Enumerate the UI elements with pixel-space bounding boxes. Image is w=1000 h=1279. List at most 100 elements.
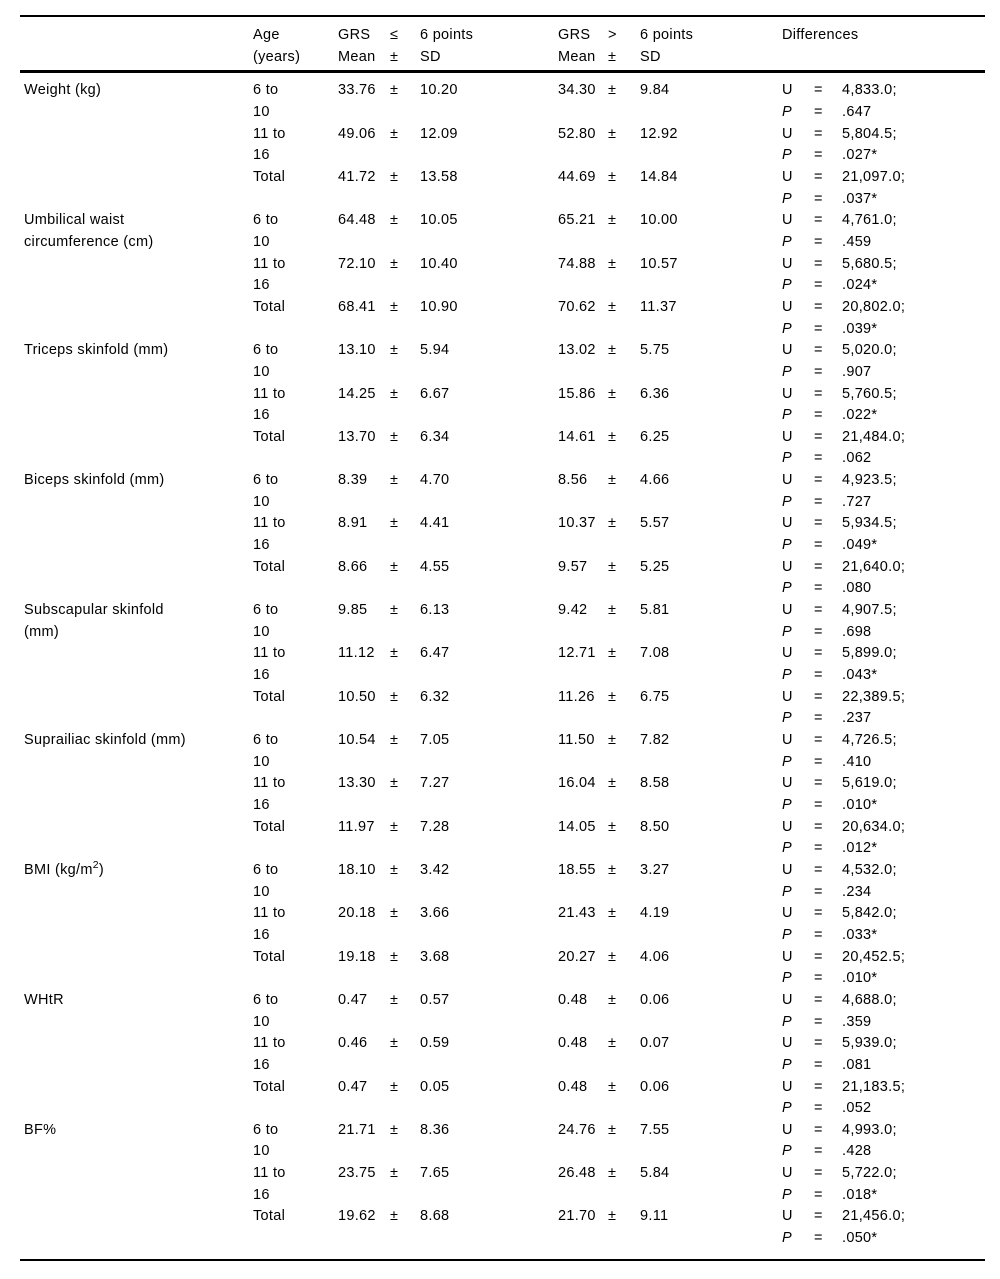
variable-label-text: ) <box>98 861 105 878</box>
plus-minus-symbol: ± <box>390 46 420 74</box>
age-cell: 10 <box>253 753 270 770</box>
sd-grs-gt-cell: 14.84 <box>640 168 678 185</box>
plus-minus-symbol: ± <box>390 775 399 792</box>
sd-grs-le-cell <box>420 1055 558 1077</box>
stat-letter-cell: U <box>782 775 793 792</box>
equals-symbol: = <box>814 428 823 445</box>
table-row: 16 P = .018* <box>20 1185 985 1207</box>
plus-minus-symbol <box>390 1228 420 1260</box>
stat-letter-cell: U <box>782 298 793 315</box>
less-equal-symbol: ≤ <box>390 27 399 43</box>
plus-minus-symbol: ± <box>390 558 399 575</box>
variable-label-cell <box>20 903 253 925</box>
mean-grs-le-cell: 64.48 <box>338 212 376 229</box>
header-age-line2: (years) <box>253 46 338 74</box>
mean-grs-le-cell: 13.70 <box>338 428 376 445</box>
sd-grs-le-cell <box>420 145 558 167</box>
mean-grs-gt-cell: 0.48 <box>558 1078 588 1095</box>
equals-symbol: = <box>814 298 823 315</box>
variable-label-cell <box>20 968 253 990</box>
mean-grs-le-cell <box>338 448 390 470</box>
equals-symbol: = <box>814 168 823 185</box>
variable-label-cell <box>20 102 253 124</box>
mean-grs-le-cell <box>338 405 390 427</box>
equals-symbol: = <box>814 1186 823 1203</box>
stat-letter-cell: U <box>782 125 793 142</box>
mean-grs-gt-cell: 44.69 <box>558 168 596 185</box>
equals-symbol: = <box>814 103 823 120</box>
age-cell: 6 to <box>253 212 279 229</box>
plus-minus-symbol: ± <box>608 515 617 532</box>
mean-grs-le-cell <box>338 925 390 947</box>
variable-label-cell <box>20 687 253 709</box>
plus-minus-symbol <box>390 838 420 860</box>
stat-value-cell: .647 <box>842 103 872 120</box>
mean-grs-le-cell <box>338 275 390 297</box>
equals-symbol: = <box>814 342 823 359</box>
table-row: 10 P = .359 <box>20 1012 985 1034</box>
mean-grs-gt-cell <box>558 1098 608 1120</box>
equals-symbol: = <box>814 796 823 813</box>
age-cell: Total <box>253 948 286 965</box>
sd-grs-gt-cell <box>640 1141 782 1163</box>
equals-symbol: = <box>814 688 823 705</box>
plus-minus-symbol: ± <box>390 212 399 229</box>
plus-minus-symbol <box>390 102 420 124</box>
equals-symbol: = <box>814 883 823 900</box>
plus-minus-symbol: ± <box>390 948 399 965</box>
mean-grs-gt-cell: 24.76 <box>558 1121 596 1138</box>
plus-minus-symbol <box>390 232 420 254</box>
mean-grs-le-cell: 20.18 <box>338 905 376 922</box>
stat-value-cell: 5,934.5; <box>842 515 897 532</box>
age-cell: 16 <box>253 407 270 424</box>
age-cell: 10 <box>253 883 270 900</box>
age-cell: 6 to <box>253 602 279 619</box>
stat-value-cell: 21,097.0; <box>842 168 906 185</box>
sd-grs-gt-cell: 9.84 <box>640 82 670 99</box>
plus-minus-symbol: ± <box>390 1208 399 1225</box>
variable-label-cell <box>20 643 253 665</box>
mean-grs-le-cell <box>338 1098 390 1120</box>
equals-symbol: = <box>814 515 823 532</box>
mean-grs-gt-cell <box>558 405 608 427</box>
plus-minus-symbol <box>608 102 640 124</box>
age-cell: 16 <box>253 277 270 294</box>
mean-grs-le-cell <box>338 102 390 124</box>
table-row: Subscapular skinfold 6 to 9.85 ±6.13 9.42 ±5.… <box>20 600 985 622</box>
mean-grs-gt-cell <box>558 492 608 514</box>
age-cell: Total <box>253 298 286 315</box>
plus-minus-symbol: ± <box>390 82 399 99</box>
age-cell: 6 to <box>253 732 279 748</box>
stat-letter-cell: U <box>782 991 793 1008</box>
plus-minus-symbol: ± <box>608 46 640 74</box>
mean-grs-le-cell <box>338 1228 390 1260</box>
plus-minus-symbol: ± <box>608 1078 617 1095</box>
mean-grs-gt-cell <box>558 882 608 904</box>
age-cell <box>253 189 338 211</box>
table-row: 16 P = .027* <box>20 145 985 167</box>
plus-minus-symbol: ± <box>608 775 617 792</box>
sd-grs-gt-cell: 0.06 <box>640 991 670 1008</box>
sd-grs-le-cell <box>420 102 558 124</box>
mean-grs-gt-cell: 18.55 <box>558 861 596 878</box>
stat-value-cell: 5,619.0; <box>842 775 897 792</box>
mean-grs-le-cell: 41.72 <box>338 168 376 185</box>
mean-grs-le-cell <box>338 319 390 341</box>
mean-grs-le-cell: 0.46 <box>338 1035 368 1052</box>
stat-letter-cell: P <box>782 840 792 857</box>
plus-minus-symbol <box>608 1141 640 1163</box>
sd-grs-gt-cell: 4.19 <box>640 905 670 922</box>
mean-grs-gt-cell: 13.02 <box>558 342 596 359</box>
mean-grs-le-cell <box>338 622 390 644</box>
mean-grs-le-cell: 13.30 <box>338 775 376 792</box>
stat-letter-cell: P <box>782 580 792 597</box>
mean-grs-gt-cell: 34.30 <box>558 82 596 99</box>
plus-minus-symbol <box>608 752 640 774</box>
header-differences-blank <box>782 46 986 74</box>
sd-grs-gt-cell <box>640 622 782 644</box>
table-row: 10 P = .428 <box>20 1141 985 1163</box>
mean-grs-gt-cell <box>558 578 608 600</box>
sd-grs-gt-cell <box>640 578 782 600</box>
sd-grs-le-cell: 7.65 <box>420 1165 450 1182</box>
mean-grs-le-cell: 19.18 <box>338 948 376 965</box>
